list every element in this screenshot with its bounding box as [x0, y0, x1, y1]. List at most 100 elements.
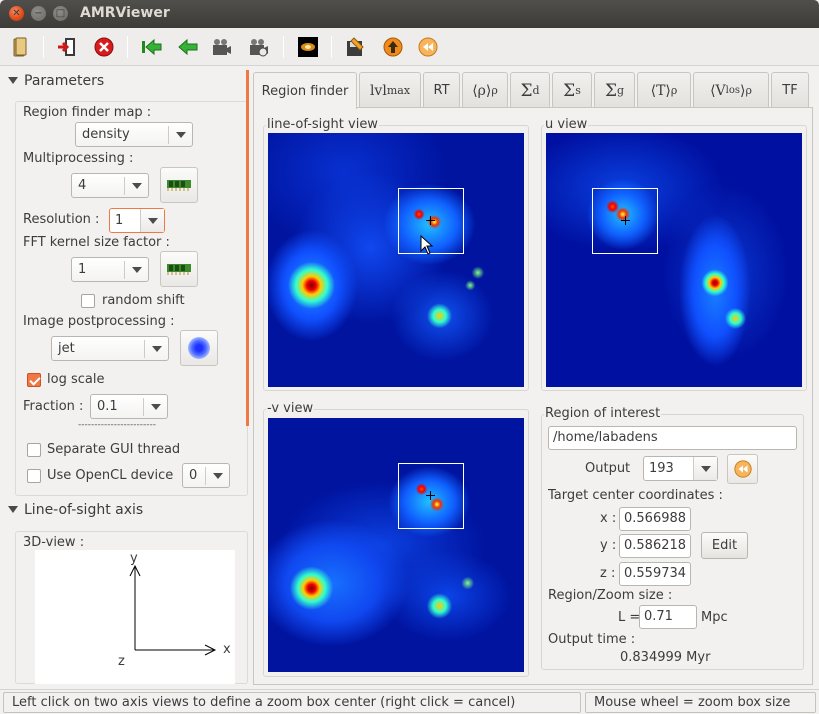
stop-icon[interactable]	[92, 35, 116, 59]
tab-rt[interactable]: RT	[423, 72, 460, 108]
fft-memory-button[interactable]	[160, 251, 198, 287]
L-unit-label: Mpc	[701, 610, 728, 625]
v-view-image[interactable]	[268, 418, 524, 672]
u-zoom-box	[592, 188, 658, 254]
tab-rho[interactable]: ⟨ρ⟩ ρ	[462, 72, 508, 108]
video-icon[interactable]	[246, 35, 270, 59]
memory-chip-icon	[167, 264, 191, 275]
L-label: L =	[618, 610, 641, 625]
output-spinner[interactable]: 193	[643, 456, 718, 481]
z-coord-input[interactable]: 0.559734	[619, 562, 691, 586]
resolution-spinner[interactable]: 1	[109, 208, 165, 233]
los-view-image[interactable]	[268, 133, 524, 387]
fraction-label: Fraction :	[23, 399, 84, 414]
back-icon[interactable]	[176, 35, 200, 59]
region-map-combo[interactable]: density	[75, 122, 193, 147]
tab-region-finder[interactable]: Region finder	[253, 72, 357, 109]
window-minimize-button[interactable]: −	[31, 6, 46, 21]
target-center-label: Target center coordinates :	[548, 488, 723, 503]
z-coord-label: z :	[600, 566, 616, 581]
axis-z-label: z	[118, 654, 125, 669]
camera-icon[interactable]	[209, 35, 233, 59]
x-coord-input[interactable]: 0.566988	[619, 507, 691, 531]
first-icon[interactable]	[139, 35, 163, 59]
opencl-checkbox[interactable]	[27, 469, 41, 483]
u-view-image[interactable]	[546, 133, 802, 387]
mouse-cursor-icon	[420, 235, 434, 255]
los-center-crosshair	[426, 216, 435, 225]
opencl-device-combo[interactable]: 0	[182, 463, 230, 488]
tab-lvlmax[interactable]: lvl max	[359, 72, 421, 108]
v-zoom-box	[398, 463, 464, 529]
opencl-label: Use OpenCL device	[47, 468, 174, 483]
roi-title: Region of interest	[544, 406, 662, 421]
colormap-preview-icon	[188, 337, 210, 359]
tab-temperature[interactable]: ⟨T⟩ ρ	[637, 72, 691, 108]
zoom-size-label: Region/Zoom size :	[548, 588, 673, 603]
log-scale-label: log scale	[47, 372, 105, 387]
axis-x-label: x	[223, 642, 231, 657]
fraction-combo[interactable]: 0.1	[90, 394, 168, 419]
region-of-interest-group: Region of interest	[541, 406, 804, 670]
resolution-label: Resolution :	[23, 212, 100, 227]
postprocessing-combo[interactable]: jet	[51, 336, 169, 361]
x-axis-arrow	[135, 644, 217, 656]
log-scale-checkbox[interactable]	[27, 373, 41, 387]
v-view-title: -v view	[266, 401, 315, 416]
path-input[interactable]: /home/labadens	[548, 426, 797, 450]
x-coord-label: x :	[600, 511, 617, 526]
postprocessing-label: Image postprocessing :	[23, 314, 175, 329]
rewind-icon[interactable]	[416, 35, 440, 59]
los-view-title: line-of-sight view	[266, 117, 379, 132]
output-time-label: Output time :	[548, 632, 636, 647]
tab-vlos[interactable]: ⟨V los ⟩ ρ	[693, 72, 769, 108]
multiprocessing-label: Multiprocessing :	[23, 151, 134, 166]
status-bar: Left click on two axis views to define a…	[0, 689, 819, 714]
axis-diagram	[129, 564, 217, 656]
load-output-button[interactable]	[727, 454, 758, 484]
tab-tf[interactable]: TF	[771, 72, 809, 108]
output-time-value: 0.834999 Myr	[620, 650, 711, 665]
up-icon[interactable]	[381, 35, 405, 59]
view3d-label: 3D-view :	[23, 535, 85, 550]
multiprocessing-combo[interactable]: 4	[71, 173, 149, 198]
los-view-group: line-of-sight view	[263, 117, 529, 391]
panel-splitter[interactable]	[246, 70, 249, 426]
exit-icon[interactable]	[55, 35, 79, 59]
colormap-preview-button[interactable]	[180, 330, 218, 366]
y-axis-arrow	[129, 564, 141, 650]
region-map-label: Region finder map :	[23, 105, 152, 120]
separator-dashes: ------------------------	[78, 420, 156, 430]
separate-gui-checkbox[interactable]	[27, 443, 41, 457]
zoom-size-input[interactable]: 0.71	[639, 605, 697, 629]
edit-button[interactable]: Edit	[701, 532, 748, 559]
fft-kernel-label: FFT kernel size factor :	[23, 235, 170, 250]
v-view-group: -v view	[263, 401, 529, 677]
window-close-button[interactable]: ✕	[9, 6, 24, 21]
memory-chip-icon	[167, 180, 191, 191]
galaxy-icon[interactable]	[296, 35, 320, 59]
parameters-expander[interactable]: Parameters	[8, 73, 104, 89]
save-icon[interactable]	[343, 35, 367, 59]
multiprocessing-memory-button[interactable]	[160, 167, 198, 203]
status-hint-right: Mouse wheel = zoom box size	[585, 692, 816, 713]
window-maximize-button[interactable]: □	[53, 6, 68, 21]
fft-kernel-combo[interactable]: 1	[71, 257, 149, 282]
u-view-title: u view	[544, 117, 589, 132]
output-label: Output	[585, 461, 631, 476]
random-shift-label: random shift	[102, 293, 185, 308]
toolbar	[0, 28, 819, 66]
los-zoom-box	[398, 188, 464, 254]
window-title: AMRViewer	[80, 5, 170, 21]
y-coord-input[interactable]: 0.586218	[619, 534, 691, 558]
line-of-sight-expander[interactable]: Line-of-sight axis	[8, 502, 143, 518]
u-view-group: u view	[541, 117, 807, 391]
separate-gui-label: Separate GUI thread	[47, 442, 181, 457]
open-folder-icon[interactable]	[9, 35, 33, 59]
axis-3d-view[interactable]: y x z	[35, 550, 235, 684]
random-shift-checkbox[interactable]	[81, 294, 95, 308]
